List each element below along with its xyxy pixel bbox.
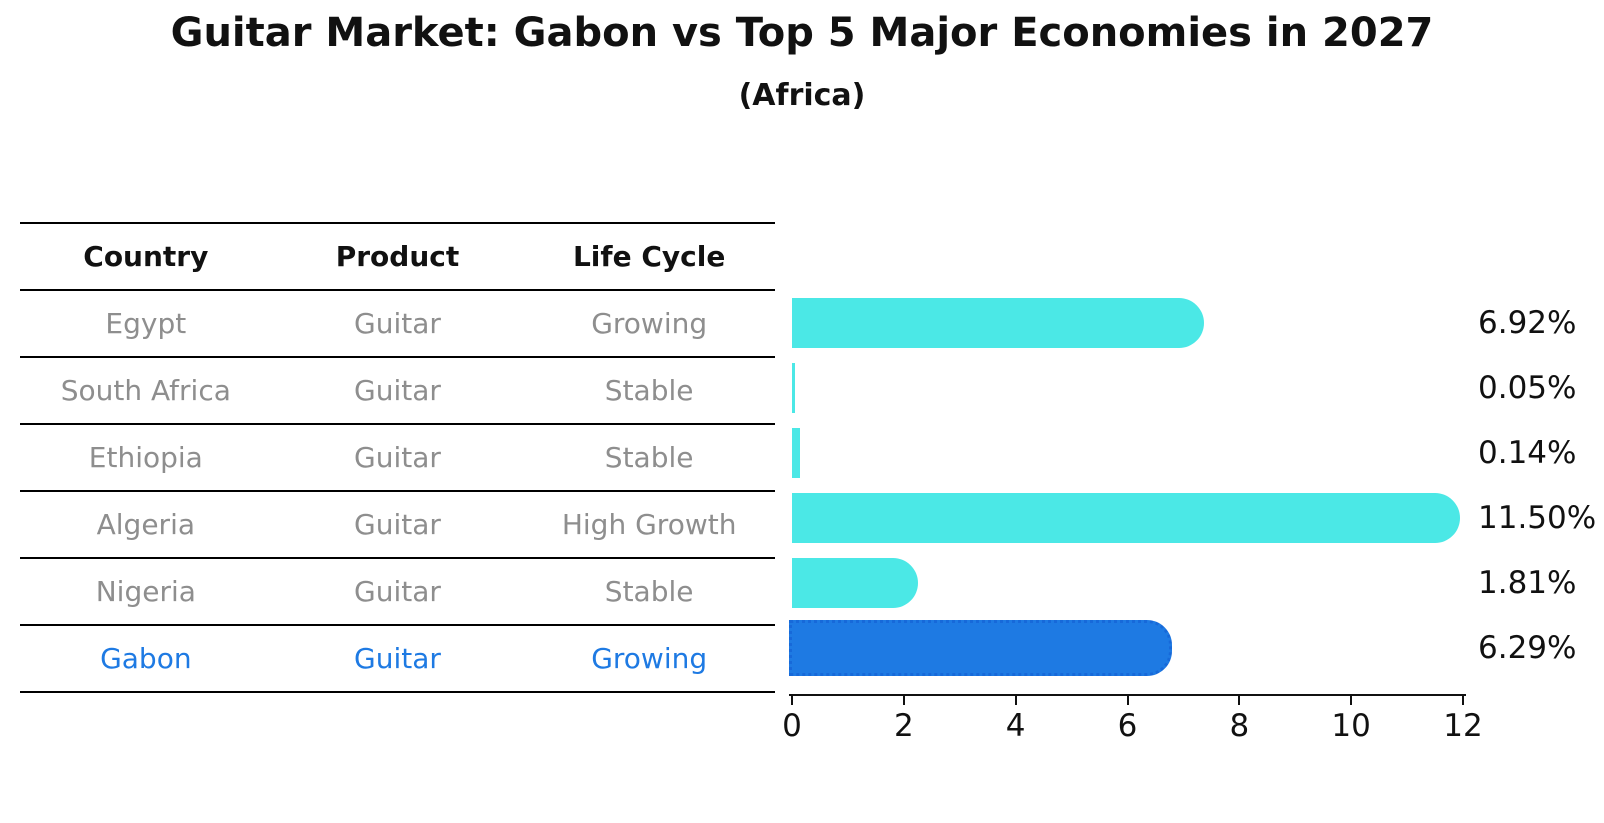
table-cell-life-cycle: High Growth xyxy=(561,508,737,541)
bar xyxy=(792,428,800,478)
table-header-life-cycle: Life Cycle xyxy=(572,240,726,273)
x-axis-tick xyxy=(1014,696,1017,705)
chart-subtitle: (Africa) xyxy=(738,78,866,113)
x-axis-tick xyxy=(1238,696,1241,705)
x-axis-tick-label: 8 xyxy=(1229,708,1250,744)
bar-value-label: 11.50% xyxy=(1478,500,1597,536)
table-header-row: Country Product Life Cycle xyxy=(20,223,775,290)
x-axis-tick xyxy=(1350,696,1353,705)
table-cell-product: Guitar xyxy=(354,441,441,474)
x-axis-tick xyxy=(902,696,905,705)
table-cell-country: Nigeria xyxy=(95,575,196,608)
table-row: South Africa Guitar Stable xyxy=(20,357,775,424)
table-header-country: Country xyxy=(83,240,209,273)
table-cell-country: Algeria xyxy=(96,508,196,541)
table-row: Algeria Guitar High Growth xyxy=(20,491,775,558)
table-cell-life-cycle: Stable xyxy=(604,374,694,407)
table-header-product: Product xyxy=(335,240,460,273)
bar-value-label: 0.05% xyxy=(1478,370,1577,406)
x-axis-tick-label: 0 xyxy=(782,708,802,744)
table-cell-country: Gabon xyxy=(100,642,192,675)
bar-value-label: 1.81% xyxy=(1478,565,1577,601)
bar xyxy=(792,298,1204,348)
chart-title: Guitar Market: Gabon vs Top 5 Major Econ… xyxy=(170,10,1434,56)
x-axis-line xyxy=(789,694,1466,696)
table-cell-product: Guitar xyxy=(354,508,441,541)
table-row: Nigeria Guitar Stable xyxy=(20,558,775,625)
x-axis-tick-label: 6 xyxy=(1117,708,1138,744)
table-cell-country: South Africa xyxy=(60,374,231,407)
bar-value-label: 0.14% xyxy=(1478,435,1577,471)
table-row: Gabon Guitar Growing xyxy=(20,625,775,692)
table-cell-life-cycle: Growing xyxy=(591,642,708,675)
table-cell-product: Guitar xyxy=(354,374,441,407)
table-cell-product: Guitar xyxy=(354,307,441,340)
x-axis-tick-label: 10 xyxy=(1331,708,1371,744)
x-axis-tick-label: 4 xyxy=(1005,708,1026,744)
bar xyxy=(792,363,795,413)
table-cell-life-cycle: Stable xyxy=(604,575,694,608)
x-axis-tick xyxy=(791,696,793,705)
x-axis-tick xyxy=(1462,696,1464,705)
x-axis-tick xyxy=(1126,696,1129,705)
bar-value-label: 6.29% xyxy=(1478,630,1577,666)
table-cell-product: Guitar xyxy=(354,575,441,608)
table-cell-country: Ethiopia xyxy=(88,441,203,474)
table-cell-life-cycle: Stable xyxy=(604,441,694,474)
bar xyxy=(789,620,1172,676)
country-table: Country Product Life Cycle Egypt Guitar … xyxy=(20,222,775,693)
x-axis-tick-label: 12 xyxy=(1443,708,1483,744)
table-cell-product: Guitar xyxy=(354,642,441,675)
bar xyxy=(792,493,1461,543)
table-row: Ethiopia Guitar Stable xyxy=(20,424,775,491)
table-cell-life-cycle: Growing xyxy=(591,307,708,340)
bar xyxy=(792,558,919,608)
table-cell-country: Egypt xyxy=(105,307,187,340)
x-axis-tick-label: 2 xyxy=(893,708,914,744)
table-row: Egypt Guitar Growing xyxy=(20,290,775,357)
bar-value-label: 6.92% xyxy=(1478,305,1577,341)
